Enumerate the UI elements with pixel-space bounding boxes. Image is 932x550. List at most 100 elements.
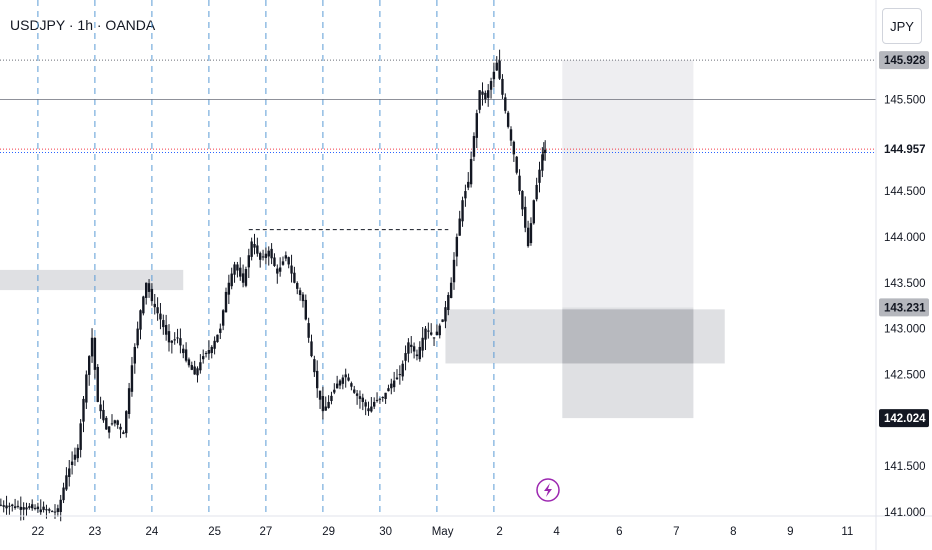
- candle-body: [210, 346, 213, 354]
- candle-body: [487, 90, 490, 98]
- y-tick-label: 144.000: [884, 232, 926, 244]
- price-tag[interactable]: [879, 409, 929, 428]
- candle-body: [375, 399, 379, 401]
- candle-body: [415, 354, 419, 357]
- candle-body: [167, 331, 171, 343]
- candle-body: [267, 250, 270, 257]
- candle-body: [270, 248, 273, 259]
- y-tick-label: 141.500: [884, 461, 926, 473]
- candle-body: [509, 129, 513, 141]
- candle-body: [247, 255, 250, 268]
- candle-body: [39, 509, 42, 513]
- zone-target-box[interactable]: [562, 60, 694, 308]
- candle-body: [85, 374, 88, 403]
- x-tick-label: 11: [841, 526, 853, 538]
- price-tag[interactable]: [879, 298, 929, 317]
- candle-body: [22, 507, 25, 510]
- x-tick-label: 25: [208, 526, 221, 538]
- candle-body: [202, 356, 205, 360]
- candle-body: [461, 200, 464, 222]
- candle-body: [449, 282, 453, 298]
- y-tick-label: 145.500: [884, 94, 926, 106]
- candle-body: [498, 60, 501, 79]
- candle-body: [216, 334, 219, 343]
- candle-body: [418, 346, 421, 360]
- candle-body: [384, 392, 387, 399]
- candle-body: [472, 136, 476, 157]
- candle-body: [190, 365, 193, 370]
- candle-body: [501, 78, 504, 95]
- candle-body: [93, 338, 97, 370]
- candle-body: [204, 353, 208, 355]
- candle-body: [333, 389, 336, 393]
- candle-body: [281, 261, 285, 265]
- candle-body: [467, 181, 470, 188]
- candle-body: [173, 339, 176, 341]
- candle-body: [481, 91, 484, 95]
- candle-body: [145, 282, 148, 298]
- candle-body: [142, 296, 145, 314]
- candle-body: [244, 269, 248, 286]
- candle-body: [162, 320, 165, 328]
- candle-body: [224, 291, 228, 313]
- candle-body: [373, 401, 376, 407]
- candle-body: [338, 380, 342, 386]
- candle-body: [304, 299, 307, 320]
- candle-body: [484, 92, 487, 100]
- candle-body: [441, 319, 444, 322]
- candle-body: [122, 432, 125, 435]
- candle-body: [13, 506, 17, 508]
- candle-body: [307, 323, 310, 338]
- candle-body: [378, 398, 382, 400]
- price-tag-label: 145.928: [884, 55, 926, 67]
- zone-left-supply[interactable]: [0, 269, 184, 291]
- candle-body: [164, 324, 168, 335]
- x-tick-label: 27: [260, 526, 273, 538]
- candle-body: [475, 113, 478, 138]
- candle-body: [36, 506, 40, 510]
- candle-body: [452, 259, 456, 283]
- candle-body: [102, 409, 105, 421]
- candle-body: [233, 264, 236, 275]
- candle-body: [529, 223, 533, 244]
- candle-body: [298, 290, 302, 295]
- symbol-title[interactable]: USDJPY · 1h · OANDA: [10, 17, 156, 33]
- candle-body: [259, 253, 262, 260]
- candle-body: [82, 398, 85, 422]
- candle-body: [79, 423, 82, 450]
- candle-body: [253, 243, 256, 248]
- candle-body: [387, 388, 390, 392]
- candle-body: [392, 380, 396, 388]
- candle-body: [50, 511, 54, 513]
- candle-body: [264, 253, 268, 258]
- candle-body: [395, 377, 399, 380]
- candle-body: [147, 283, 151, 292]
- candle-body: [2, 505, 5, 507]
- candle-body: [11, 504, 14, 507]
- price-tag[interactable]: [879, 51, 929, 70]
- candle-body: [170, 340, 174, 343]
- candle-body: [435, 331, 439, 336]
- candle-body: [301, 294, 305, 302]
- candle-body: [410, 344, 413, 347]
- candle-body: [401, 363, 404, 377]
- candle-body: [364, 402, 367, 407]
- candle-body: [105, 417, 108, 430]
- x-tick-label: 6: [616, 526, 622, 538]
- candle-body: [239, 267, 242, 277]
- candle-body: [344, 374, 347, 378]
- candle-body: [390, 383, 393, 389]
- candle-body: [404, 353, 407, 361]
- candle-body: [515, 156, 518, 173]
- candle-body: [0, 504, 3, 506]
- candle-body: [518, 175, 521, 192]
- candle-body: [199, 362, 202, 371]
- zone-overlap-box[interactable]: [562, 309, 694, 364]
- price-tag[interactable]: [879, 140, 929, 159]
- candle-body: [125, 411, 128, 434]
- candle-body: [430, 332, 433, 335]
- currency-button[interactable]: JPY: [882, 8, 922, 44]
- candle-body: [25, 507, 28, 510]
- candle-body: [412, 346, 416, 352]
